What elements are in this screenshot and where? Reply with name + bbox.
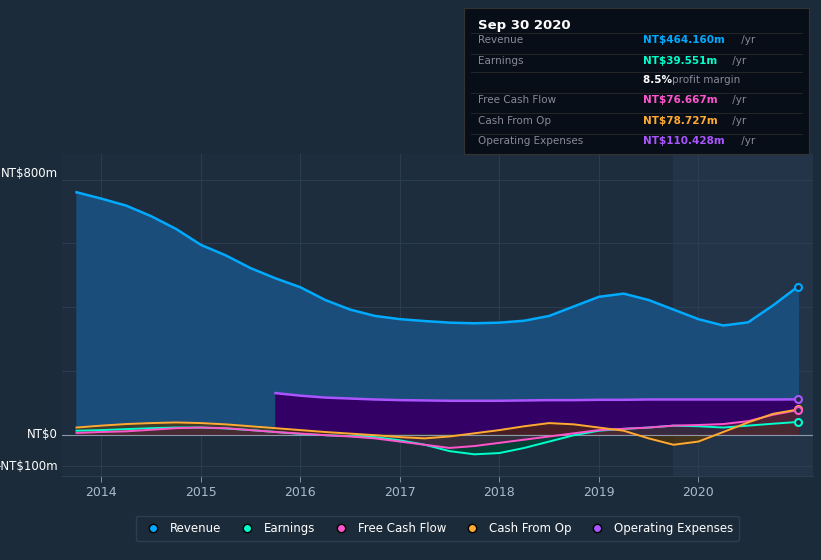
- Text: Free Cash Flow: Free Cash Flow: [478, 95, 556, 105]
- Bar: [673, 154, 818, 476]
- Legend: Revenue, Earnings, Free Cash Flow, Cash From Op, Operating Expenses: Revenue, Earnings, Free Cash Flow, Cash …: [135, 516, 739, 541]
- Text: NT$76.667m: NT$76.667m: [643, 95, 718, 105]
- Text: Operating Expenses: Operating Expenses: [478, 136, 583, 146]
- Text: NT$78.727m: NT$78.727m: [643, 115, 718, 125]
- Text: NT$464.160m: NT$464.160m: [643, 35, 725, 45]
- Text: /yr: /yr: [738, 136, 755, 146]
- Text: /yr: /yr: [738, 35, 755, 45]
- Text: 8.5%: 8.5%: [643, 74, 676, 85]
- Text: -NT$100m: -NT$100m: [0, 460, 57, 473]
- Text: /yr: /yr: [729, 95, 746, 105]
- Text: Cash From Op: Cash From Op: [478, 115, 551, 125]
- Text: Sep 30 2020: Sep 30 2020: [478, 18, 571, 31]
- Text: NT$39.551m: NT$39.551m: [643, 56, 718, 66]
- Text: NT$800m: NT$800m: [1, 166, 57, 180]
- Text: /yr: /yr: [729, 56, 746, 66]
- Text: NT$0: NT$0: [27, 428, 57, 441]
- Text: NT$110.428m: NT$110.428m: [643, 136, 725, 146]
- Text: Revenue: Revenue: [478, 35, 523, 45]
- Text: Earnings: Earnings: [478, 56, 523, 66]
- Text: profit margin: profit margin: [672, 74, 741, 85]
- Text: /yr: /yr: [729, 115, 746, 125]
